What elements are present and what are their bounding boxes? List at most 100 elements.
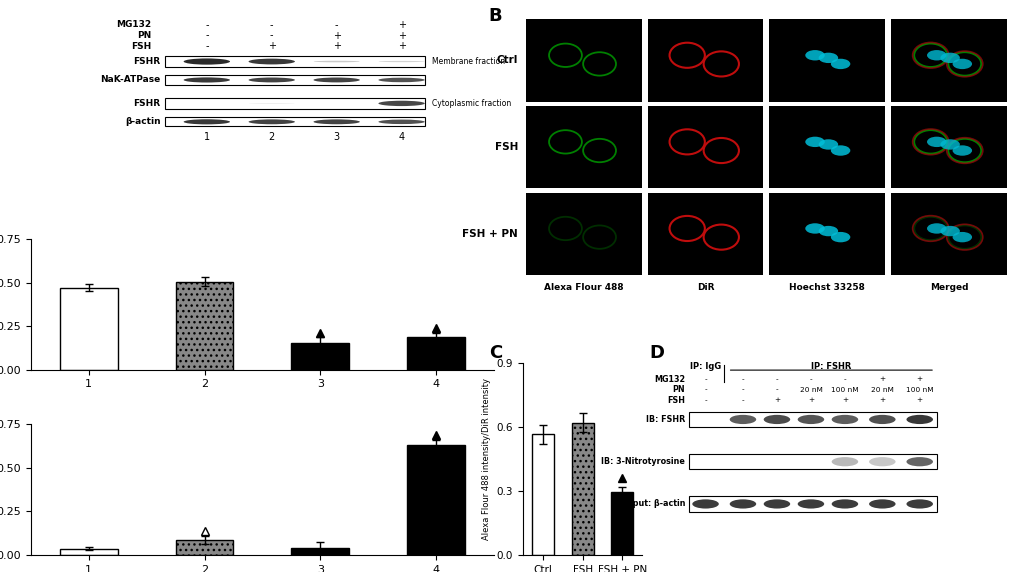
Text: 1: 1 [204,132,210,142]
Bar [891,106,1006,188]
Text: +: + [878,398,884,403]
Ellipse shape [952,59,971,69]
Ellipse shape [249,78,294,82]
Ellipse shape [818,226,838,236]
Text: +: + [397,30,406,41]
Text: -: - [205,30,208,41]
Text: β-actin: β-actin [124,117,160,126]
Ellipse shape [818,53,838,63]
Ellipse shape [940,226,959,236]
Text: FSHR: FSHR [133,57,160,66]
Text: Membrane fraction: Membrane fraction [431,57,504,66]
Bar [407,337,465,370]
Ellipse shape [868,457,895,466]
Text: +: + [841,398,847,403]
Text: Cytoplasmic fraction: Cytoplasmic fraction [431,99,511,108]
Text: DiR: DiR [696,283,713,292]
Ellipse shape [940,139,959,150]
Text: +: + [397,19,406,30]
Text: FSH: FSH [666,396,685,405]
Ellipse shape [313,120,360,124]
Ellipse shape [797,415,823,424]
Bar [175,540,233,555]
Text: -: - [741,376,744,382]
FancyBboxPatch shape [165,76,424,85]
FancyBboxPatch shape [165,98,424,109]
Bar [291,343,350,370]
Bar [526,19,641,102]
Bar [647,106,762,188]
Bar [59,549,117,555]
Text: 2: 2 [268,132,274,142]
Bar [407,445,465,555]
Ellipse shape [763,499,790,509]
Text: -: - [703,398,706,403]
Bar [647,193,762,275]
Text: 100 nM: 100 nM [905,387,932,393]
Text: +: + [773,398,780,403]
Text: +: + [332,30,340,41]
Ellipse shape [926,137,946,147]
Text: IP: IgG: IP: IgG [689,362,720,371]
Ellipse shape [378,101,424,106]
Text: PN: PN [672,385,685,394]
Text: -: - [809,376,811,382]
Text: Alexa Flour 488: Alexa Flour 488 [543,283,623,292]
Ellipse shape [378,61,424,62]
Ellipse shape [249,59,294,65]
Text: C: C [489,344,502,362]
Ellipse shape [183,77,230,82]
Text: -: - [774,387,777,393]
Text: Merged: Merged [928,283,967,292]
Text: +: + [916,376,922,382]
Text: FSHR: FSHR [133,99,160,108]
Text: Ctrl: Ctrl [496,55,518,65]
Text: +: + [267,41,275,51]
Text: -: - [205,19,208,30]
Ellipse shape [313,78,360,82]
Ellipse shape [952,145,971,156]
Bar [768,193,884,275]
Y-axis label: Alexa Flour 488 intensity/DiR intensity: Alexa Flour 488 intensity/DiR intensity [482,378,490,540]
Ellipse shape [183,58,230,65]
Ellipse shape [378,120,424,124]
Text: +: + [807,398,813,403]
Text: -: - [741,398,744,403]
Text: 100 nM: 100 nM [830,387,858,393]
Ellipse shape [926,50,946,61]
Text: 20 nM: 20 nM [870,387,893,393]
Bar [891,193,1006,275]
Text: PN: PN [137,31,151,40]
Bar [571,423,593,555]
Ellipse shape [830,232,850,243]
Text: IB: FSHR: IB: FSHR [645,415,685,424]
Text: FSH: FSH [130,42,151,51]
FancyBboxPatch shape [688,496,935,511]
Text: +: + [878,376,884,382]
Text: +: + [332,41,340,51]
Text: +: + [397,41,406,51]
Ellipse shape [763,415,790,424]
Text: -: - [205,41,208,51]
Ellipse shape [729,499,755,509]
Ellipse shape [818,139,838,150]
Text: B: B [488,7,502,25]
Ellipse shape [940,53,959,63]
Bar [526,106,641,188]
Text: 3: 3 [333,132,339,142]
Bar [768,19,884,102]
Text: MG132: MG132 [653,375,685,384]
Ellipse shape [249,120,294,124]
Ellipse shape [830,457,857,466]
Bar [610,492,633,555]
Text: MG132: MG132 [116,20,151,29]
Text: 20 nM: 20 nM [799,387,821,393]
Text: -: - [741,387,744,393]
Ellipse shape [804,50,824,61]
Bar [531,434,553,555]
Text: D: D [649,344,663,362]
Ellipse shape [830,59,850,69]
Bar [891,19,1006,102]
Bar [768,106,884,188]
Ellipse shape [804,223,824,234]
